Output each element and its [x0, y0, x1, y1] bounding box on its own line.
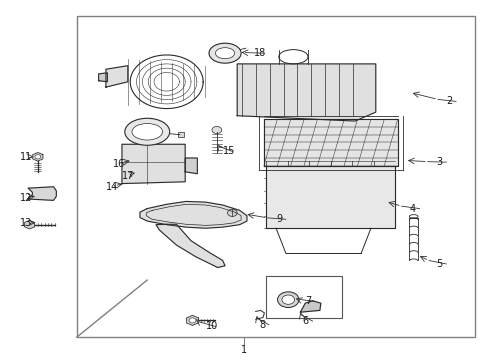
Polygon shape	[122, 144, 185, 184]
Text: 4: 4	[409, 203, 415, 213]
Polygon shape	[106, 66, 127, 87]
Text: 14: 14	[106, 182, 118, 192]
Text: 5: 5	[436, 259, 442, 269]
Circle shape	[277, 292, 298, 307]
Circle shape	[189, 318, 196, 323]
Bar	[77, 16, 474, 337]
Circle shape	[282, 295, 294, 304]
Text: 17: 17	[122, 171, 134, 181]
Polygon shape	[28, 187, 56, 201]
Polygon shape	[237, 64, 375, 121]
Ellipse shape	[132, 123, 162, 140]
Polygon shape	[24, 220, 35, 229]
Text: 15: 15	[222, 147, 235, 157]
Ellipse shape	[215, 48, 234, 59]
Text: 11: 11	[20, 152, 32, 162]
Text: 10: 10	[205, 321, 218, 332]
Polygon shape	[264, 119, 397, 166]
Text: 3: 3	[436, 157, 442, 167]
Text: 9: 9	[276, 214, 282, 224]
Text: 2: 2	[446, 96, 451, 107]
Bar	[266, 276, 341, 318]
Text: 8: 8	[259, 320, 264, 330]
Text: 1: 1	[241, 345, 247, 355]
Ellipse shape	[208, 43, 241, 63]
Text: 16: 16	[113, 159, 125, 169]
Circle shape	[227, 209, 237, 216]
Text: 13: 13	[20, 218, 32, 228]
Polygon shape	[140, 202, 246, 228]
Text: 18: 18	[254, 48, 266, 58]
Circle shape	[35, 155, 41, 159]
Polygon shape	[156, 224, 224, 267]
Text: 12: 12	[20, 193, 32, 203]
Polygon shape	[266, 166, 394, 228]
Polygon shape	[300, 301, 320, 312]
Polygon shape	[185, 158, 197, 174]
Circle shape	[211, 126, 221, 134]
Polygon shape	[186, 315, 198, 325]
Text: 6: 6	[302, 316, 308, 326]
Ellipse shape	[124, 118, 169, 145]
Text: 7: 7	[305, 296, 311, 306]
Polygon shape	[33, 153, 43, 161]
Polygon shape	[99, 73, 107, 82]
Bar	[178, 132, 184, 137]
